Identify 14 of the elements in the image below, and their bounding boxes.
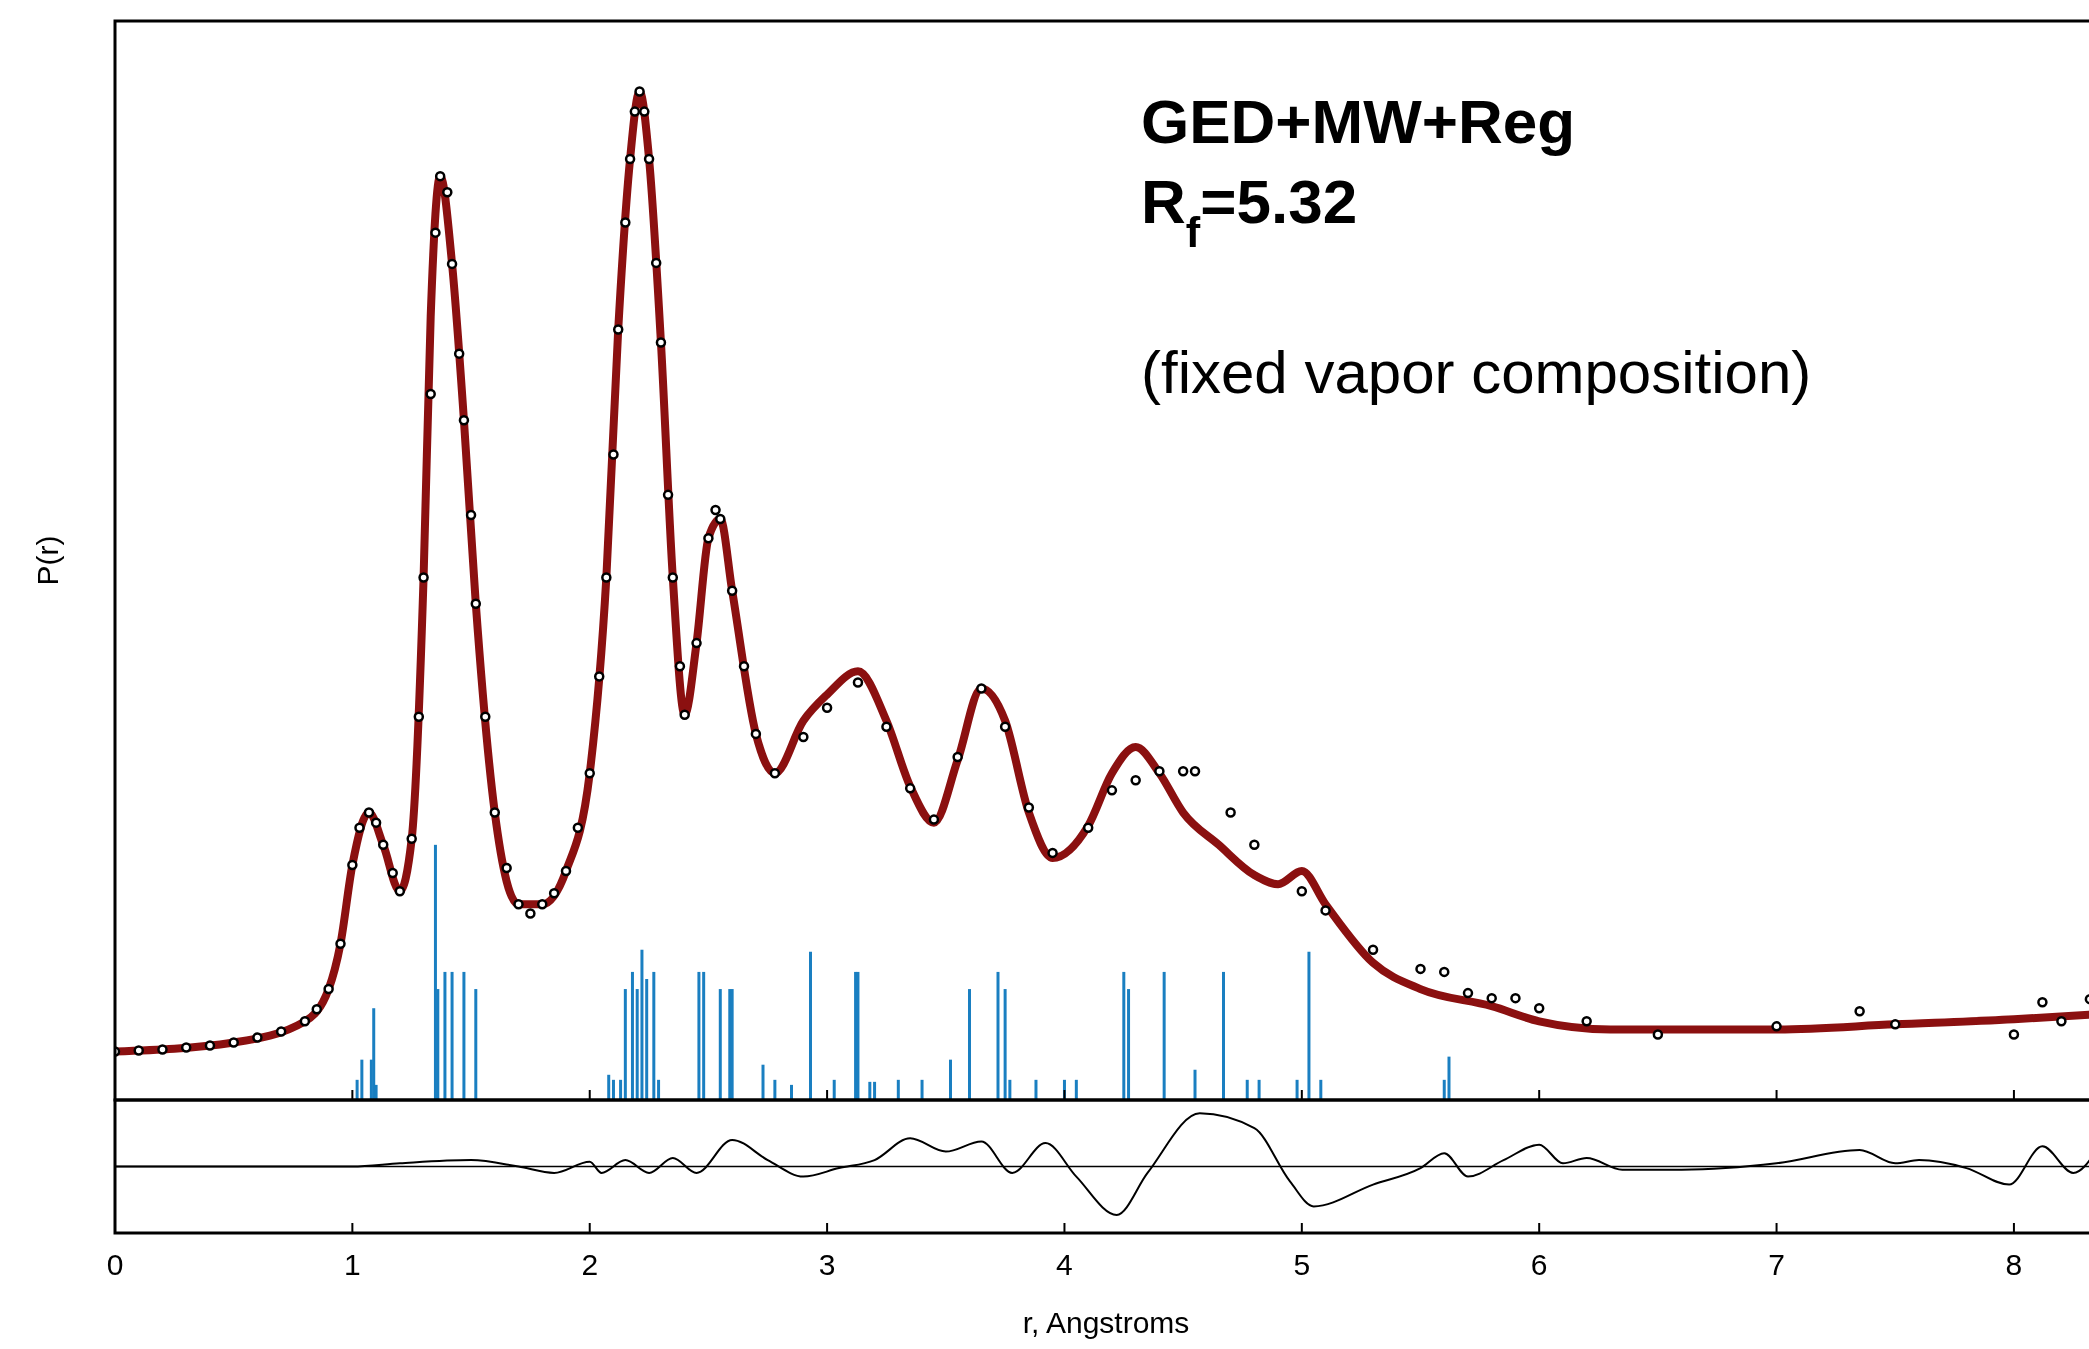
x-tick-label: 2 bbox=[581, 1248, 599, 1281]
annotation: GED+MW+Reg bbox=[1141, 87, 1576, 156]
y-axis-title: P(r) bbox=[31, 535, 64, 586]
x-tick-label: 3 bbox=[818, 1248, 836, 1281]
x-tick-label: 5 bbox=[1293, 1248, 1311, 1281]
x-tick-label: 7 bbox=[1768, 1248, 1785, 1281]
x-tick-label: 0 bbox=[106, 1248, 124, 1281]
x-tick-label: 4 bbox=[1056, 1248, 1073, 1281]
x-tick-label: 8 bbox=[2005, 1248, 2023, 1281]
x-tick-label: 1 bbox=[344, 1248, 361, 1281]
annotation: (fixed vapor composition) bbox=[1141, 339, 1812, 406]
x-axis-title: r, Angstroms bbox=[1022, 1306, 1190, 1339]
annotation: R$_{f}$=5.32 bbox=[1141, 167, 1358, 256]
x-tick-label: 6 bbox=[1530, 1248, 1548, 1281]
